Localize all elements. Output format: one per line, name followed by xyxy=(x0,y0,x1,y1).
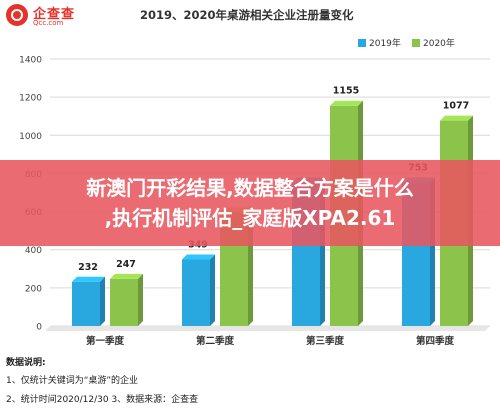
y-tick-label: 1400 xyxy=(19,56,42,66)
legend-item-2019: 2019年 xyxy=(358,36,401,49)
data-label: 1155 xyxy=(333,86,359,97)
overlay-line-2: ,执行机制评估_家庭版XPA2.61 xyxy=(104,206,396,230)
qcc-logo-icon xyxy=(6,4,28,26)
data-label: 232 xyxy=(78,262,98,273)
x-tick-label: 第四季度 xyxy=(416,335,455,347)
bar-chart: 0200400600800100012001400232247第一季度349第二… xyxy=(19,56,490,347)
y-tick-label: 1200 xyxy=(19,94,42,104)
chart-floor xyxy=(45,326,490,331)
bar-top xyxy=(330,100,363,106)
overlay-line-1: 新澳门开彩结果,数据整合方案是什么 xyxy=(86,176,414,200)
legend-item-2020: 2020年 xyxy=(412,36,455,49)
bar-top xyxy=(182,254,215,260)
notes-title: 数据说明: xyxy=(6,358,46,368)
chart-header: 企查查 Qcc.com 2019、2020年桌游相关企业注册量变化 xyxy=(0,0,500,30)
overlay-banner: 新澳门开彩结果,数据整合方案是什么 ,执行机制评估_家庭版XPA2.61 xyxy=(0,160,500,246)
note-line-2: 2、统计时间2020/12/30 3、数据来源：企查查 xyxy=(6,395,199,405)
chart-title: 2019、2020年桌游相关企业注册量变化 xyxy=(140,8,354,22)
legend-swatch-2019 xyxy=(358,38,366,47)
overlay-text: 新澳门开彩结果,数据整合方案是什么 ,执行机制评估_家庭版XPA2.61 xyxy=(0,173,500,233)
legend-label-2020: 2020年 xyxy=(423,39,455,49)
logo-name: 企查查 xyxy=(33,7,76,22)
note-line-1: 1、仅统计关键词为“桌游”的企业 xyxy=(6,376,139,386)
x-tick-label: 第三季度 xyxy=(306,335,345,347)
data-label: 1077 xyxy=(443,101,469,112)
bar-top xyxy=(110,273,143,279)
logo-domain: Qcc.com xyxy=(33,19,64,27)
y-tick-label: 0 xyxy=(36,323,42,333)
bar-top xyxy=(72,276,105,282)
bar xyxy=(182,259,210,326)
x-tick-label: 第二季度 xyxy=(196,335,235,347)
legend-label-2019: 2019年 xyxy=(369,39,401,49)
bar-side xyxy=(138,273,143,326)
x-tick-label: 第一季度 xyxy=(86,335,125,347)
bar-side xyxy=(210,254,215,326)
y-tick-label: 1000 xyxy=(19,132,42,142)
legend-swatch-2020 xyxy=(412,38,420,47)
bar xyxy=(110,278,138,326)
bar xyxy=(72,281,100,326)
data-label: 247 xyxy=(116,259,136,270)
y-tick-label: 200 xyxy=(25,284,42,294)
y-tick-label: 400 xyxy=(25,246,42,256)
bar-side xyxy=(100,276,105,326)
qcc-logo: 企查查 Qcc.com xyxy=(6,3,106,29)
bar-top xyxy=(440,115,473,121)
